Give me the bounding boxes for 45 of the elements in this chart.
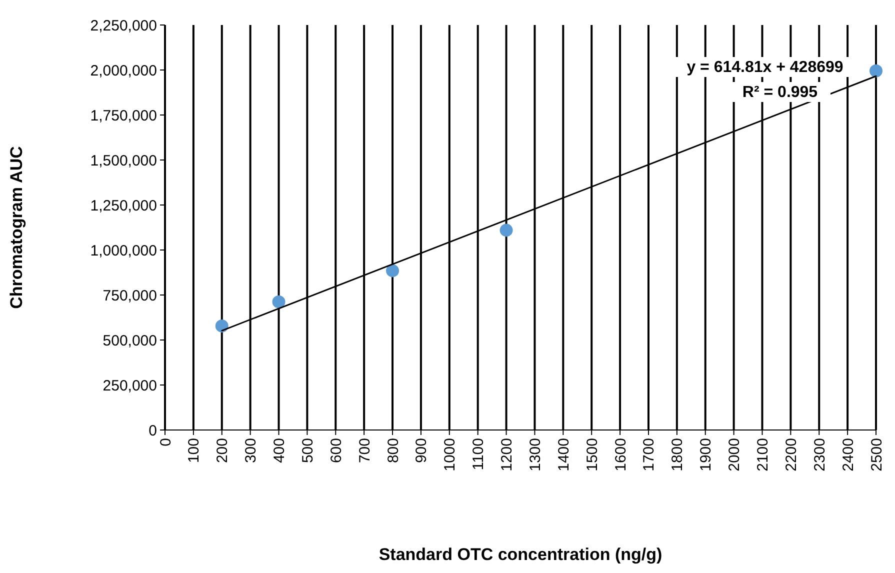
x-tick-label: 200 xyxy=(214,438,232,464)
x-tick-label: 2400 xyxy=(840,438,857,472)
x-tick-label: 1800 xyxy=(669,438,686,472)
y-tick-label: 1,500,000 xyxy=(90,152,157,170)
x-tick-label: 1200 xyxy=(498,438,516,472)
x-tick-label: 600 xyxy=(328,438,345,464)
x-tick-label: 300 xyxy=(242,438,260,464)
x-tick-label: 400 xyxy=(271,438,288,464)
x-tick-label: 900 xyxy=(413,438,430,464)
y-tick-label: 1,000,000 xyxy=(90,242,157,260)
y-tick-label: 750,000 xyxy=(102,287,157,304)
x-tick-label: 1400 xyxy=(555,438,572,472)
x-tick-label: 2100 xyxy=(754,438,772,472)
y-tick-label: 500,000 xyxy=(102,332,157,350)
x-tick-label: 800 xyxy=(384,438,402,464)
annotation: y = 614.81x + 428699 xyxy=(686,59,844,76)
x-tick-label: 1300 xyxy=(526,438,544,472)
x-tick-label: 1100 xyxy=(470,438,488,470)
x-tick-label: 2300 xyxy=(811,438,828,472)
x-tick-label: 2200 xyxy=(782,438,800,472)
x-tick-label: 2000 xyxy=(726,438,744,472)
point xyxy=(272,295,286,308)
y-tick-label: 2,000,000 xyxy=(90,62,157,80)
point xyxy=(870,64,882,78)
x-tick-label: 100 xyxy=(186,438,203,464)
y-tick-label: 250,000 xyxy=(102,377,157,394)
x-tick-label: 1500 xyxy=(584,438,601,472)
x-tick-label: 0 xyxy=(157,438,174,446)
y-axis-title: Chromatogram AUC xyxy=(7,146,26,309)
x-tick-label: 1600 xyxy=(612,438,630,472)
y-tick-label: 1,250,000 xyxy=(90,197,157,214)
x-tick-label: 700 xyxy=(356,438,374,464)
y-tick-label: 2,250,000 xyxy=(90,17,157,34)
x-tick-label: 1000 xyxy=(442,438,459,472)
annotation: R² = 0.995 xyxy=(742,84,818,101)
x-tick-label: 500 xyxy=(299,438,316,464)
point xyxy=(500,224,513,237)
point xyxy=(386,264,400,278)
x-tick-label: 1900 xyxy=(698,438,715,472)
x-tick-label: 2500 xyxy=(868,438,886,472)
x-tick-label: 1700 xyxy=(640,438,658,472)
y-tick-label: 1,750,000 xyxy=(90,107,157,124)
x-axis-title: Standard OTC concentration (ng/g) xyxy=(378,545,662,564)
point xyxy=(215,319,228,332)
y-tick-label: 0 xyxy=(148,422,157,440)
